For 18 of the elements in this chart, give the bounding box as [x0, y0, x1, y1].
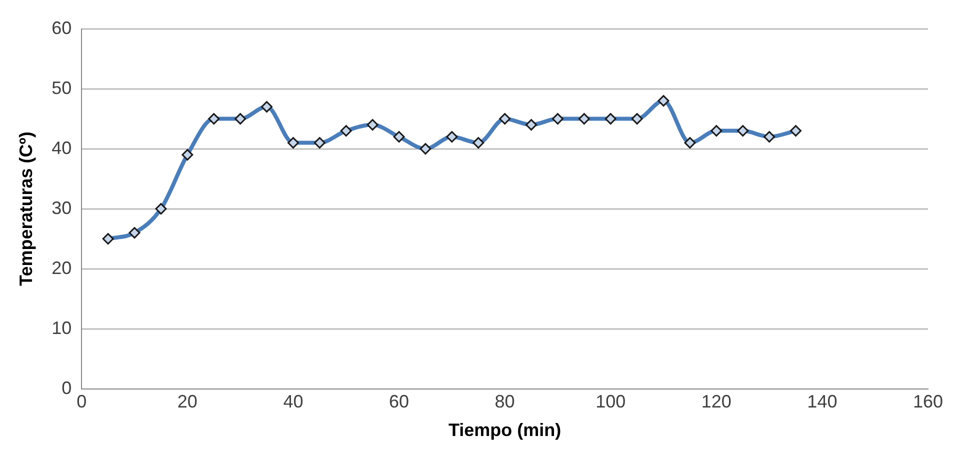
x-tick-label: 20	[177, 392, 198, 412]
x-tick-label: 120	[701, 392, 732, 412]
y-axis-title: Temperaturas (Cº)	[16, 132, 36, 286]
y-tick-label: 20	[52, 258, 72, 278]
y-tick-label: 10	[52, 318, 72, 338]
x-axis-title: Tiempo (min)	[448, 420, 562, 440]
x-tick-label: 40	[283, 392, 304, 412]
y-tick-label: 60	[52, 18, 72, 38]
y-tick-label: 30	[52, 198, 72, 218]
x-tick-label: 0	[76, 392, 87, 412]
x-tick-label: 60	[389, 392, 410, 412]
x-tick-label: 160	[912, 392, 944, 412]
x-tick-label: 100	[596, 392, 626, 412]
y-tick-label: 40	[52, 138, 72, 158]
y-tick-label: 50	[52, 78, 72, 98]
x-tick-label: 80	[494, 392, 515, 412]
x-tick-label: 140	[807, 392, 838, 412]
y-tick-label: 0	[62, 378, 72, 398]
